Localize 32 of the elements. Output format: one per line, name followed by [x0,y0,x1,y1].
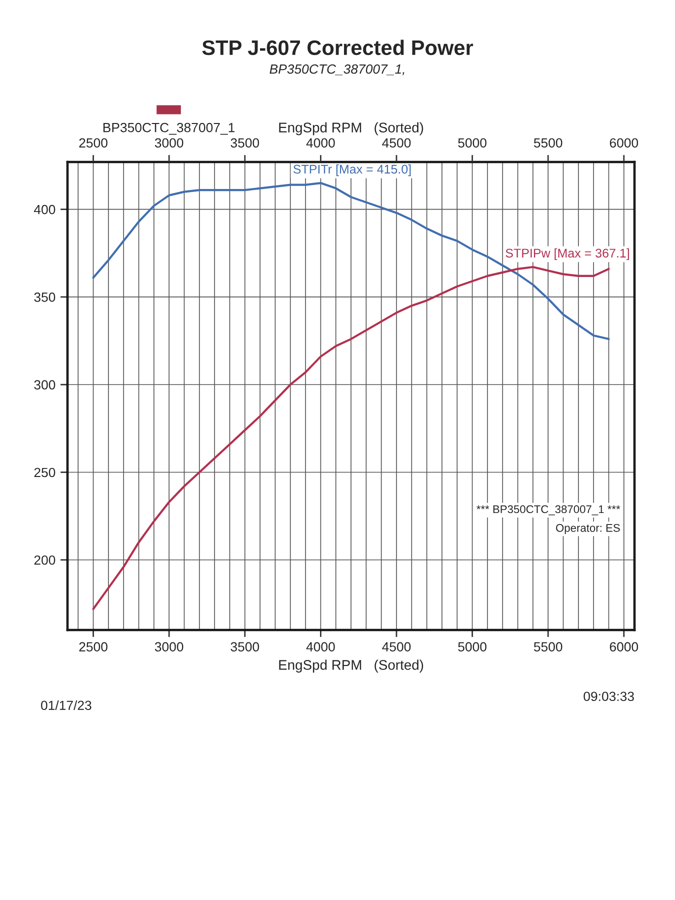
series-label: STPIPw [Max = 367.1] [506,248,629,260]
y-tick-label: 300 [34,380,56,390]
series-label: STPITr [Max = 415.0] [293,164,411,176]
x-tick-label: 4500 [382,642,411,652]
x2-tick-label: 5500 [534,138,562,148]
x-tick-label: 6000 [610,642,638,652]
x2-tick-label: 4000 [306,138,335,148]
y-tick-label: 350 [34,292,56,302]
y-tick-label: 200 [34,555,56,565]
x-tick-label: 3500 [230,642,260,652]
x2-tick-label: 5000 [458,138,486,148]
text: 09:03:33 [584,692,634,702]
x2-tick-label: 3000 [154,138,184,148]
annotation: *** BP350CTC_387007_1 *** [476,505,620,516]
x-tick-label: 3000 [154,642,184,652]
x-tick-label: 5000 [458,642,486,652]
chart-title: STP J-607 Corrected Power [202,40,474,56]
x-tick-label: 4000 [306,642,335,652]
x-tick-label: 2500 [79,642,108,652]
annotation: Operator: ES [556,524,620,534]
y-tick-label: 400 [34,204,56,214]
text: BP350CTC_387007_1 [103,122,234,135]
text: 01/17/23 [41,700,92,710]
x-tick-label: 5500 [534,642,562,652]
chart-subtitle: BP350CTC_387007_1, [270,64,404,76]
x2-tick-label: 3500 [230,138,260,148]
x2-tick-label: 4500 [382,138,411,148]
x2-tick-label: 2500 [79,138,108,148]
x-axis-title: EngSpd RPM (Sorted) [279,660,424,673]
x2-tick-label: 6000 [610,138,638,148]
y-tick-label: 250 [34,468,56,478]
x2-axis-title: EngSpd RPM (Sorted) [279,122,424,136]
